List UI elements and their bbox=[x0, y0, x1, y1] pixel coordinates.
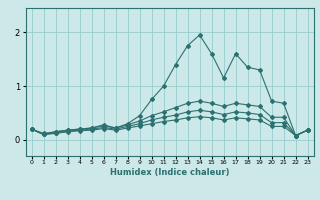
X-axis label: Humidex (Indice chaleur): Humidex (Indice chaleur) bbox=[110, 168, 229, 177]
